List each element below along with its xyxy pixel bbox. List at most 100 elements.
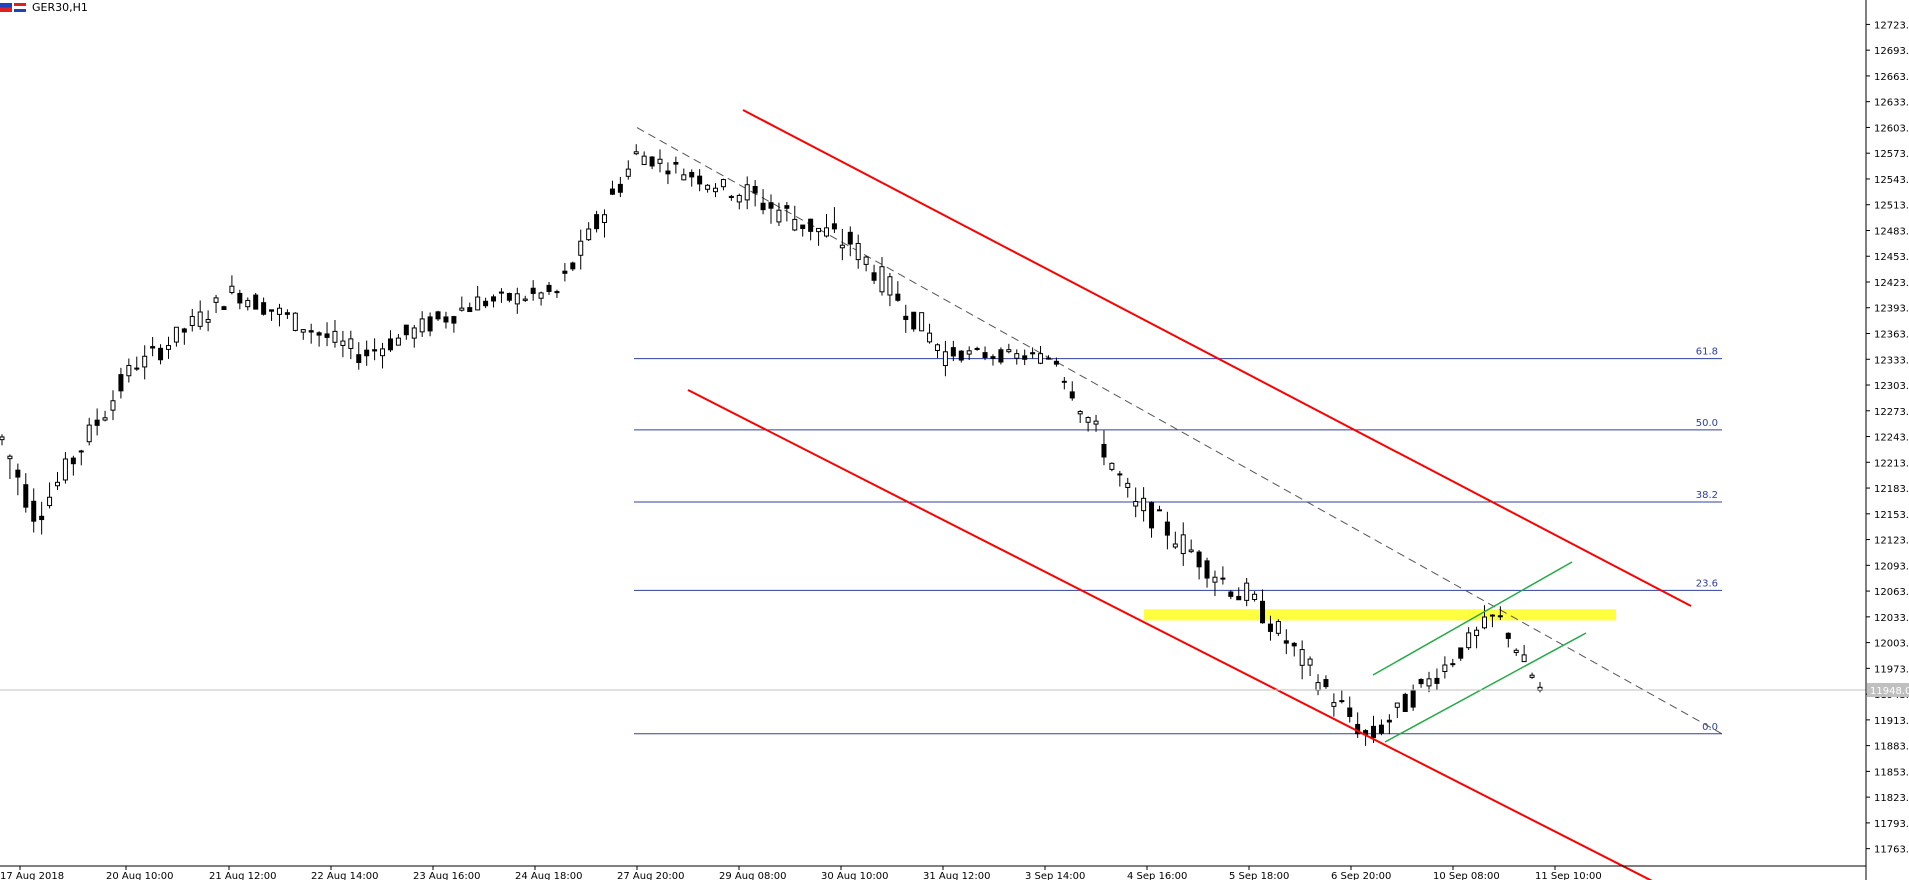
bull-candle[interactable] <box>1442 664 1448 673</box>
bull-candle[interactable] <box>839 244 845 249</box>
bull-candle[interactable] <box>633 151 639 155</box>
bull-candle[interactable] <box>213 297 219 303</box>
bear-candle[interactable] <box>237 292 243 304</box>
bull-candle[interactable] <box>879 266 885 293</box>
bull-candle[interactable] <box>1529 674 1535 678</box>
bear-candle[interactable] <box>1204 560 1210 579</box>
bear-candle[interactable] <box>831 223 837 230</box>
bull-candle[interactable] <box>62 458 68 481</box>
bear-candle[interactable] <box>594 214 600 230</box>
bull-candle[interactable] <box>142 355 148 368</box>
bull-candle[interactable] <box>1450 663 1456 666</box>
bear-candle[interactable] <box>752 185 758 194</box>
bull-candle[interactable] <box>657 158 663 164</box>
bull-candle[interactable] <box>189 316 195 326</box>
bear-candle[interactable] <box>546 284 552 292</box>
bull-candle[interactable] <box>1394 702 1400 708</box>
bear-candle[interactable] <box>403 324 409 336</box>
bear-candle[interactable] <box>181 328 187 333</box>
bear-candle[interactable] <box>467 307 473 313</box>
bull-candle[interactable] <box>1212 576 1218 583</box>
bull-candle[interactable] <box>292 312 298 331</box>
bear-candle[interactable] <box>221 306 227 310</box>
bear-candle[interactable] <box>697 175 703 185</box>
bull-candle[interactable] <box>927 332 933 343</box>
bear-candle[interactable] <box>387 338 393 351</box>
bull-candle[interactable] <box>475 296 481 311</box>
bull-candle[interactable] <box>197 311 203 327</box>
red-channel-upper-line[interactable] <box>742 109 1692 607</box>
bull-candle[interactable] <box>419 318 425 333</box>
bull-candle[interactable] <box>934 344 940 351</box>
bull-candle[interactable] <box>1482 616 1488 629</box>
bull-candle[interactable] <box>1141 497 1147 512</box>
bear-candle[interactable] <box>895 293 901 301</box>
bull-candle[interactable] <box>498 291 504 294</box>
bull-candle[interactable] <box>1426 678 1432 687</box>
bear-candle[interactable] <box>364 349 370 357</box>
bull-candle[interactable] <box>0 436 5 441</box>
bull-candle[interactable] <box>1188 549 1194 553</box>
bear-candle[interactable] <box>427 316 433 332</box>
bear-candle[interactable] <box>1267 623 1273 632</box>
bull-candle[interactable] <box>1180 534 1186 555</box>
bull-candle[interactable] <box>86 424 92 443</box>
bull-candle[interactable] <box>586 228 592 241</box>
bull-candle[interactable] <box>459 307 465 311</box>
bull-candle[interactable] <box>229 285 235 294</box>
bull-candle[interactable] <box>7 455 13 460</box>
bear-candle[interactable] <box>903 315 909 320</box>
bull-candle[interactable] <box>705 184 711 190</box>
bull-candle[interactable] <box>578 240 584 256</box>
bear-candle[interactable] <box>1410 690 1416 708</box>
bull-candle[interactable] <box>1038 353 1044 364</box>
bear-candle[interactable] <box>1260 600 1266 624</box>
bull-candle[interactable] <box>1172 543 1178 548</box>
bear-candle[interactable] <box>609 188 615 195</box>
bull-candle[interactable] <box>1275 620 1281 634</box>
bear-candle[interactable] <box>665 170 671 175</box>
bull-candle[interactable] <box>816 227 822 233</box>
bear-candle[interactable] <box>760 202 766 211</box>
bull-candle[interactable] <box>855 242 861 261</box>
bull-candle[interactable] <box>942 351 948 367</box>
bull-candle[interactable] <box>340 340 346 346</box>
bull-candle[interactable] <box>1315 682 1321 691</box>
bull-candle[interactable] <box>522 298 528 301</box>
bear-candle[interactable] <box>1283 640 1289 644</box>
bull-candle[interactable] <box>1466 632 1472 649</box>
bear-candle[interactable] <box>1164 521 1170 536</box>
bear-candle[interactable] <box>1378 724 1384 734</box>
bull-candle[interactable] <box>380 348 386 357</box>
bull-candle[interactable] <box>1133 500 1139 507</box>
bear-candle[interactable] <box>1371 725 1377 739</box>
bear-candle[interactable] <box>808 218 814 232</box>
bear-candle[interactable] <box>673 161 679 165</box>
bull-candle[interactable] <box>348 338 354 349</box>
bear-candle[interactable] <box>308 330 314 333</box>
bear-candle[interactable] <box>1291 642 1297 647</box>
bull-candle[interactable] <box>245 299 251 308</box>
bear-candle[interactable] <box>784 205 790 209</box>
bear-candle[interactable] <box>689 171 695 178</box>
bear-candle[interactable] <box>78 450 84 453</box>
bear-candle[interactable] <box>1101 443 1107 458</box>
bull-candle[interactable] <box>165 345 171 350</box>
bull-candle[interactable] <box>625 168 631 177</box>
bull-candle[interactable] <box>1125 482 1131 488</box>
bear-candle[interactable] <box>1458 647 1464 659</box>
bear-candle[interactable] <box>39 515 45 521</box>
bear-candle[interactable] <box>94 419 100 426</box>
bull-candle[interactable] <box>736 194 742 203</box>
bull-candle[interactable] <box>1497 615 1503 618</box>
bull-candle[interactable] <box>776 209 782 223</box>
bear-candle[interactable] <box>1434 677 1440 684</box>
bull-candle[interactable] <box>554 291 560 294</box>
bear-candle[interactable] <box>1220 577 1226 580</box>
bear-candle[interactable] <box>1418 678 1424 685</box>
bear-candle[interactable] <box>617 183 623 193</box>
bull-candle[interactable] <box>538 292 544 299</box>
bear-candle[interactable] <box>261 302 267 315</box>
